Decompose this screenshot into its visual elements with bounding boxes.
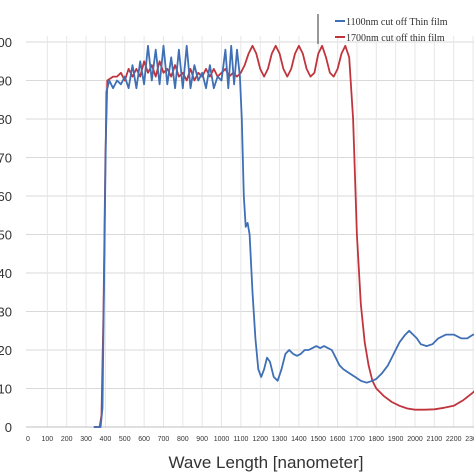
y-tick-label: 80 (0, 112, 12, 127)
y-tick-label: 10 (0, 382, 12, 397)
y-tick-label: 70 (0, 151, 12, 166)
y-tick-label: 60 (0, 189, 12, 204)
x-tick-label: 100 (42, 436, 54, 443)
x-axis: 0 100 200 300 400 500 600 700 800 900 1000 1100 1200… (26, 436, 474, 443)
y-tick-label: 0 (5, 420, 12, 435)
x-tick-label: 600 (138, 436, 150, 443)
x-tick-label: 1500 (310, 436, 326, 443)
x-tick-label: 1800 (369, 436, 385, 443)
y-tick-label: 30 (0, 305, 12, 320)
series-line (93, 44, 474, 428)
x-tick-label: 700 (158, 436, 170, 443)
x-tick-label: 500 (119, 436, 131, 443)
x-tick-label: 800 (177, 436, 189, 443)
x-tick-label: 1300 (272, 436, 288, 443)
x-tick-label: 1700 (349, 436, 365, 443)
x-tick-label: 1900 (388, 436, 404, 443)
x-tick-label: 300 (80, 436, 92, 443)
y-tick-label: 50 (0, 228, 12, 243)
x-tick-label: 2200 (446, 436, 462, 443)
legend-label-1100nm: 1100nm cut off Thin film (346, 17, 448, 28)
y-tick-label: 20 (0, 343, 12, 358)
x-tick-label: 1200 (252, 436, 268, 443)
x-tick-label: 200 (61, 436, 73, 443)
grid (26, 36, 474, 427)
x-tick-label: 2300 (465, 436, 474, 443)
series-line (93, 44, 474, 428)
y-tick-label: 40 (0, 266, 12, 281)
y-tick-label: 100 (0, 35, 12, 50)
x-tick-label: 2100 (427, 436, 443, 443)
x-tick-label: 400 (100, 436, 112, 443)
x-tick-label: 1000 (214, 436, 230, 443)
y-tick-label: 90 (0, 74, 12, 89)
legend: 1100nm cut off Thin film 1700nm cut off … (317, 14, 448, 44)
legend-label-1700nm: 1700nm cut off thin film (346, 33, 445, 44)
x-tick-label: 1600 (330, 436, 346, 443)
y-axis: 0 10 20 30 40 50 60 70 80 90 100 (0, 35, 12, 435)
x-tick-label: 1100 (233, 436, 248, 443)
x-tick-label: 900 (196, 436, 208, 443)
x-tick-label: 1400 (291, 436, 307, 443)
x-tick-label: 0 (26, 436, 30, 443)
x-axis-label: Wave Length [nanometer] (169, 453, 364, 472)
series-layer (93, 44, 474, 428)
x-tick-label: 2000 (407, 436, 423, 443)
